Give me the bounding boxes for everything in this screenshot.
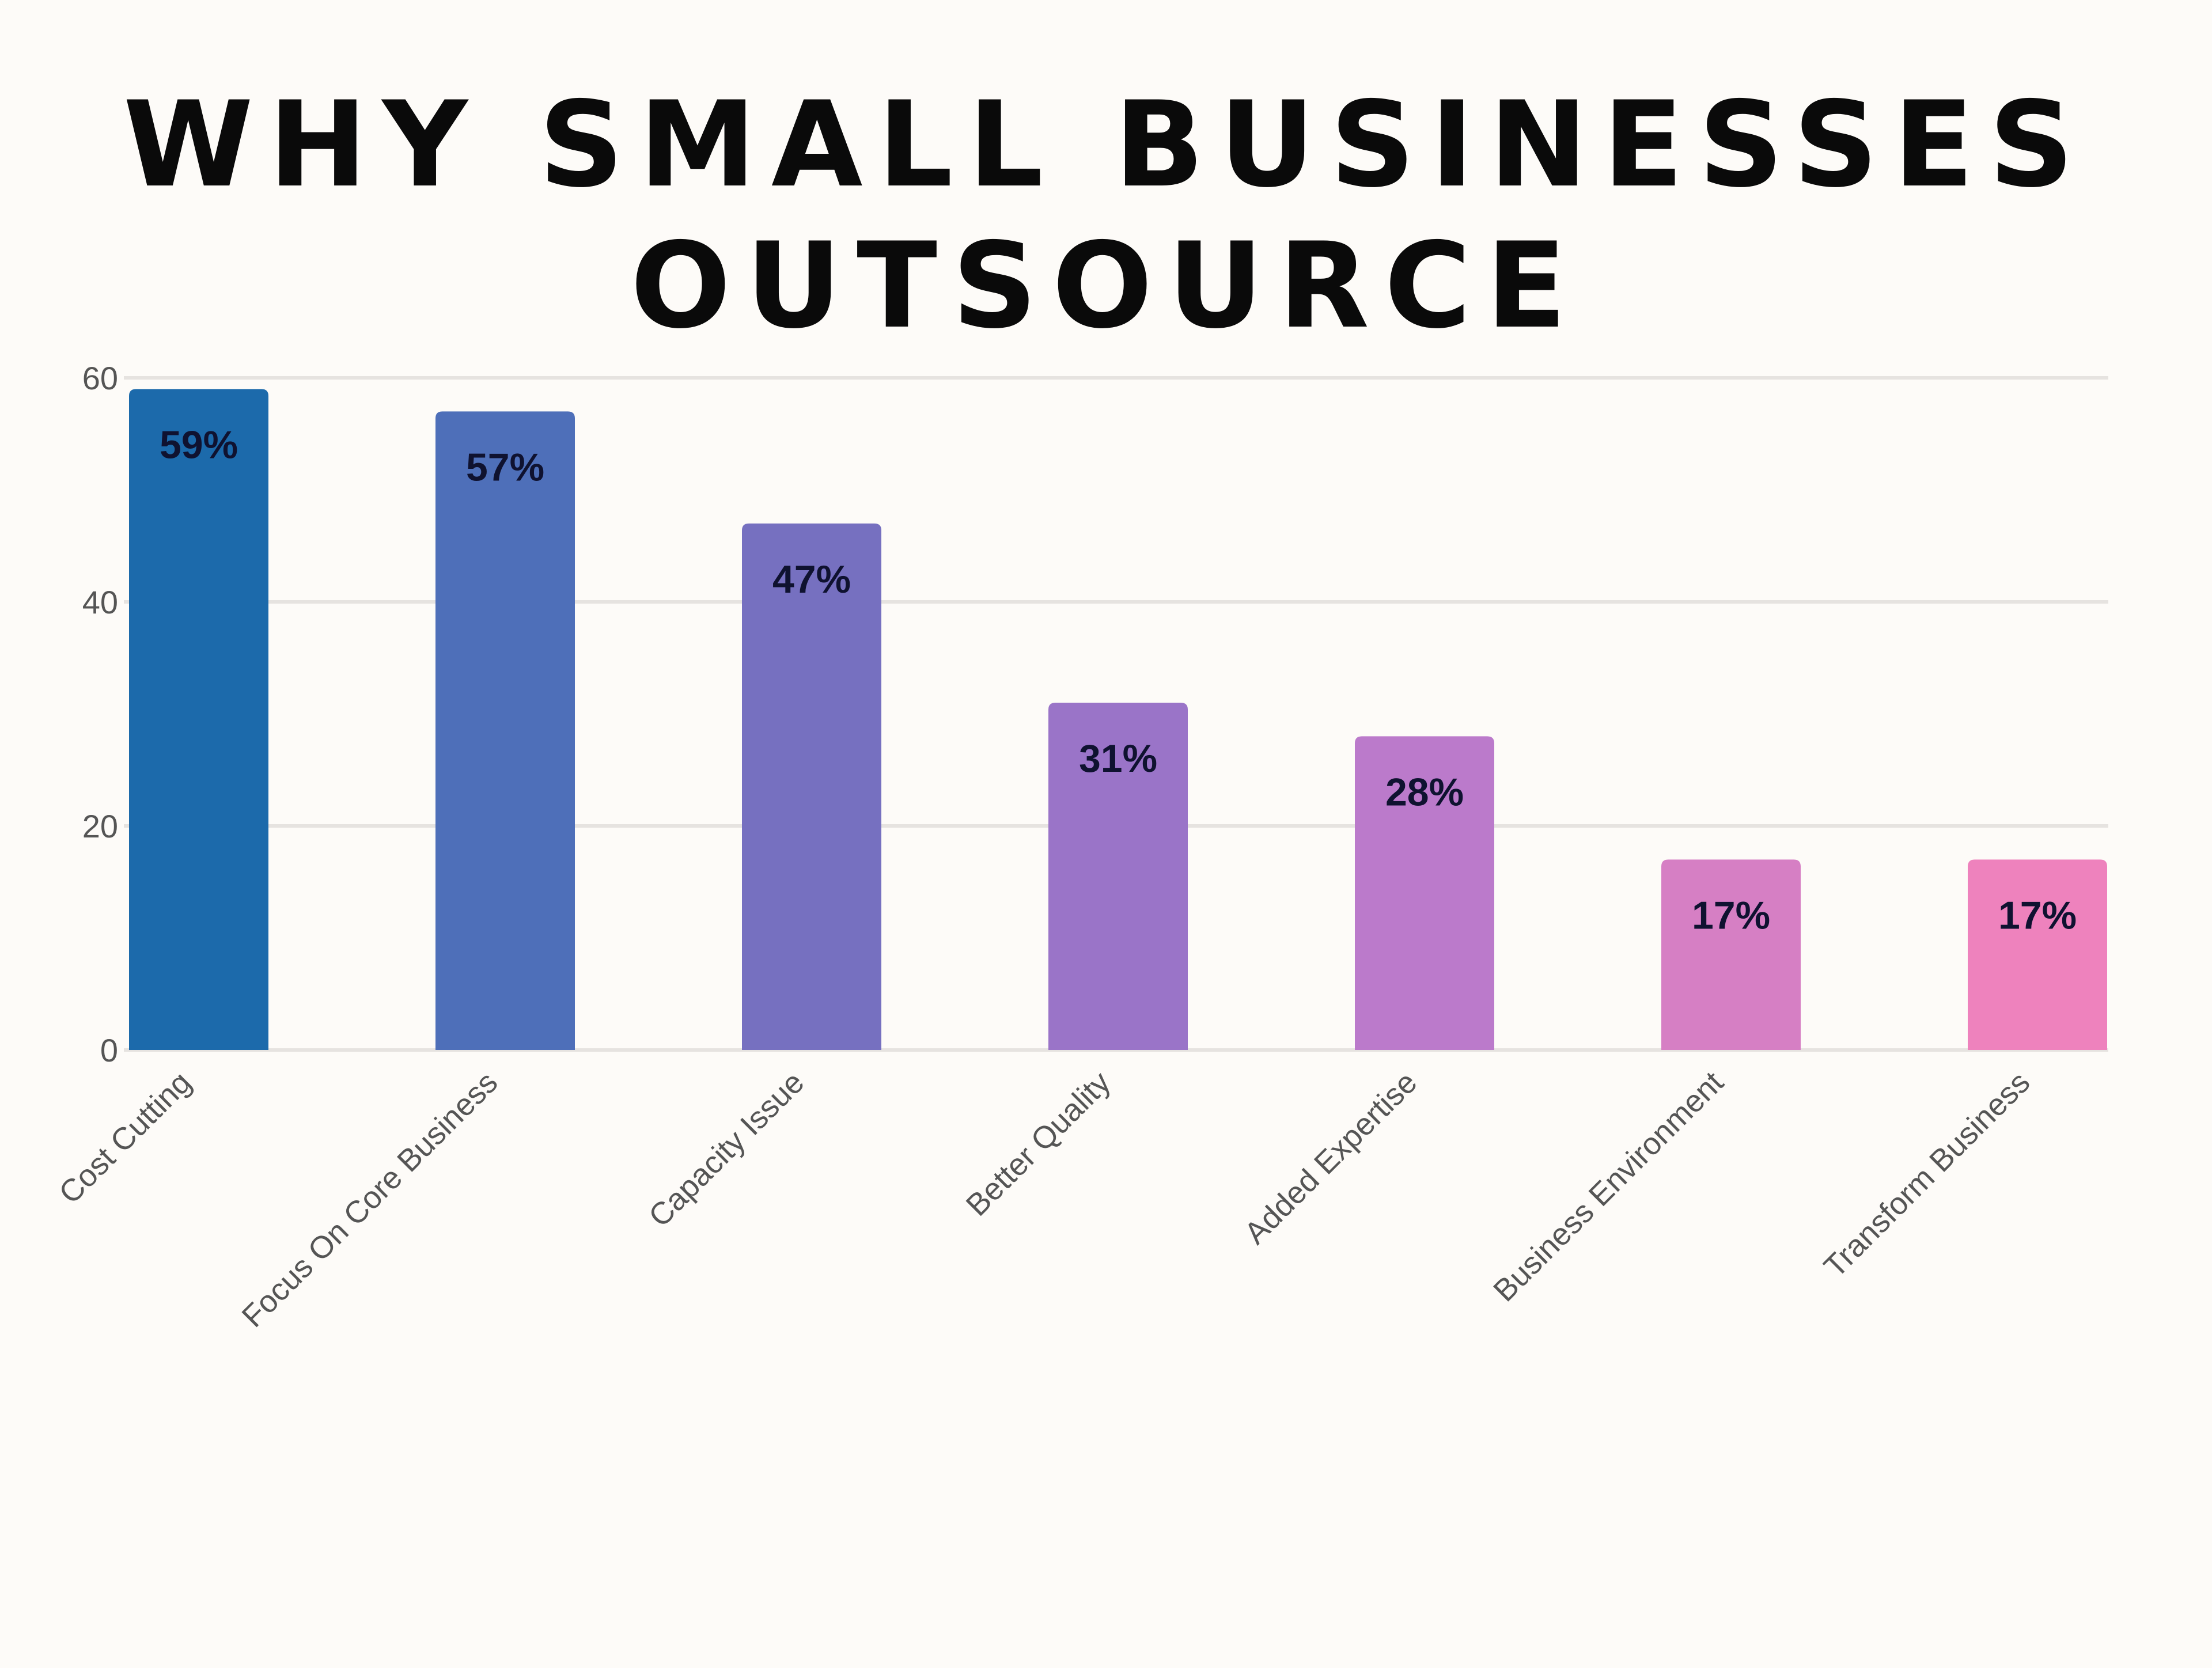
bar xyxy=(1661,859,1801,1050)
y-tick-label: 20 xyxy=(82,808,118,844)
bar xyxy=(129,389,268,1051)
y-tick-label: 40 xyxy=(82,584,118,620)
data-label: 59% xyxy=(160,423,238,467)
data-label: 17% xyxy=(1692,893,1770,937)
bar xyxy=(742,523,881,1050)
data-label: 47% xyxy=(772,558,851,601)
x-tick-label: Added Expertise xyxy=(1238,1065,1424,1251)
bar xyxy=(1968,859,2107,1050)
y-tick-label: 0 xyxy=(100,1032,118,1068)
x-tick-label: Business Environment xyxy=(1487,1065,1730,1308)
chart-title-line-2: OUTSOURCE xyxy=(630,218,1582,355)
data-label: 17% xyxy=(1998,893,2077,937)
x-tick-label: Focus On Core Business xyxy=(236,1065,505,1334)
data-label: 28% xyxy=(1385,770,1464,814)
data-label: 57% xyxy=(466,445,544,489)
bar xyxy=(1355,736,1494,1050)
y-tick-label: 60 xyxy=(82,360,118,396)
chart-title-line-1: WHY SMALL BUSINESSES xyxy=(123,77,2089,214)
data-label: 31% xyxy=(1079,737,1157,780)
x-tick-label: Cost Cutting xyxy=(52,1065,198,1211)
x-tick-label: Better Quality xyxy=(960,1065,1118,1223)
bar xyxy=(1048,703,1188,1050)
x-tick-label: Capacity Issue xyxy=(642,1065,811,1234)
bar xyxy=(435,411,575,1050)
x-tick-label: Transform Business xyxy=(1817,1065,2037,1284)
